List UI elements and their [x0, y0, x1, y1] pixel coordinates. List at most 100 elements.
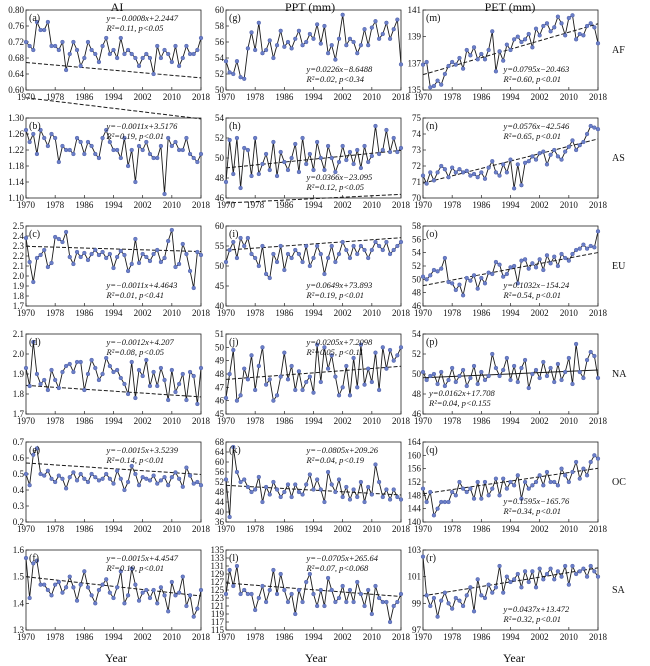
- chart-3-point: [67, 361, 72, 367]
- chart-6-xtick-label: 1986: [275, 92, 294, 102]
- chart-10-xtick-label: 2018: [392, 524, 411, 534]
- chart-16-point: [508, 479, 513, 485]
- chart-14-point: [446, 279, 451, 285]
- chart-9-ytick-label: 49: [215, 356, 225, 366]
- chart-11-point: [369, 611, 374, 617]
- chart-4-point: [38, 471, 43, 477]
- chart-11-ytick-label: 133: [211, 553, 225, 563]
- chart-8-ytick-label: 55: [215, 241, 225, 251]
- chart-5-point: [64, 585, 69, 590]
- chart-15-point: [490, 351, 495, 357]
- chart-5-point: [93, 601, 98, 606]
- chart-0-point: [71, 39, 76, 45]
- chart-16-point: [515, 473, 520, 478]
- chart-17-point: [497, 563, 502, 569]
- chart-9-point: [227, 371, 232, 377]
- chart-14-point: [522, 257, 528, 262]
- chart-4-point: [140, 475, 145, 480]
- chart-12-point: [446, 63, 451, 69]
- chart-5-point: [107, 590, 112, 595]
- chart-2-point: [155, 247, 160, 253]
- chart-3-point: [85, 371, 91, 377]
- chart-6-point: [377, 36, 382, 41]
- chart-14-point: [581, 242, 586, 247]
- chart-6-ytick-label: 54: [215, 53, 225, 63]
- chart-15-xtick-label: 1986: [472, 416, 491, 426]
- chart-8-point: [249, 251, 254, 257]
- chart-17-point: [519, 585, 524, 590]
- chart-6-point: [391, 27, 396, 32]
- chart-17-point: [493, 585, 499, 590]
- chart-17-point: [446, 601, 451, 606]
- chart-11-xtick-label: 1994: [305, 632, 324, 642]
- chart-2-point: [100, 249, 105, 255]
- chart-16-point: [574, 459, 579, 465]
- chart-11-point: [231, 583, 236, 589]
- chart-15-point: [537, 375, 542, 381]
- chart-9-point: [242, 366, 247, 371]
- chart-0-point: [115, 55, 120, 61]
- chart-0-xtick-label: 2018: [192, 92, 211, 102]
- chart-17-point: [563, 563, 568, 569]
- chart-10-point: [285, 482, 291, 487]
- chart-6-point: [267, 38, 272, 43]
- chart-0-ytick-label: 0.64: [8, 69, 24, 79]
- chart-4-point: [115, 468, 120, 473]
- chart-11-xtick-label: 2018: [392, 632, 411, 642]
- chart-2-point: [198, 252, 204, 258]
- chart-11-point: [304, 579, 309, 585]
- chart-17-point: [482, 595, 488, 601]
- chart-16-point: [497, 493, 502, 498]
- chart-10-point: [256, 474, 261, 480]
- chart-8-point: [318, 251, 323, 257]
- chart-4-ytick-label: 0.2: [13, 517, 24, 527]
- chart-15-point: [428, 373, 433, 379]
- chart-12-point: [501, 58, 506, 63]
- chart-2-point: [158, 259, 163, 265]
- chart-0-point: [64, 67, 69, 73]
- chart-2-ytick-label: 1.7: [13, 301, 25, 311]
- chart-0-point: [42, 27, 47, 33]
- chart-4-xtick-label: 1986: [75, 524, 94, 534]
- chart-17-trend-line: [422, 567, 599, 597]
- chart-11-point: [333, 599, 338, 605]
- chart-10-point: [311, 487, 316, 492]
- chart-17-xtick-label: 2018: [589, 632, 608, 642]
- chart-8-trend-line: [225, 237, 402, 251]
- chart-7-point: [340, 143, 345, 149]
- chart-4-equation: y=−0.0015x+3.5239: [106, 445, 179, 455]
- chart-4-point: [104, 471, 109, 477]
- chart-11-point: [234, 563, 240, 569]
- chart-5-point: [34, 558, 40, 563]
- chart-6-point: [318, 41, 323, 46]
- chart-5-point: [177, 590, 182, 595]
- chart-3-point: [53, 377, 58, 383]
- chart-3-point: [162, 377, 167, 383]
- chart-7-xtick-label: 1994: [305, 200, 324, 210]
- chart-0-point: [151, 71, 156, 77]
- chart-1-point: [23, 127, 29, 133]
- chart-7-point: [282, 159, 287, 165]
- chart-8-point: [322, 271, 327, 277]
- chart-9-point: [362, 382, 367, 387]
- chart-12-point: [424, 59, 429, 65]
- chart-8-point: [227, 247, 232, 253]
- chart-1-point: [136, 143, 142, 149]
- chart-12-xtick-label: 2002: [531, 92, 549, 102]
- chart-0-point: [107, 51, 112, 57]
- chart-16-point: [559, 466, 564, 471]
- chart-6-point: [264, 47, 269, 53]
- chart-2-point: [74, 249, 80, 255]
- chart-3-point: [71, 369, 76, 375]
- chart-13-point: [548, 152, 553, 157]
- chart-16-point: [552, 479, 557, 485]
- chart-5-point: [78, 582, 83, 587]
- chart-12-point: [541, 23, 546, 29]
- chart-15-xtick-label: 1970: [414, 416, 433, 426]
- chart-9-point: [293, 387, 298, 393]
- chart-15-point: [450, 365, 455, 371]
- chart-10-point: [304, 482, 309, 487]
- chart-2-ytick-label: 2.5: [13, 221, 25, 231]
- chart-13-ytick-label: 71: [412, 177, 421, 187]
- chart-14-point: [530, 261, 535, 266]
